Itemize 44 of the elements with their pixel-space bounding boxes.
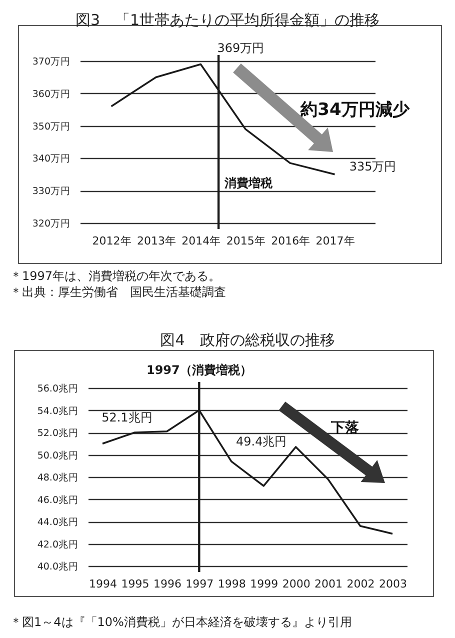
ref-line-label: 消費増税 bbox=[224, 176, 274, 190]
y-tick-label: 54.0兆円 bbox=[37, 404, 78, 417]
x-tick-label: 2014年 bbox=[182, 234, 221, 248]
annotation: 49.4兆円 bbox=[236, 434, 287, 448]
x-tick-label: 1999 bbox=[250, 578, 278, 590]
chart-title: 図3 「1世帯あたりの平均所得金額」の推移 bbox=[75, 11, 380, 30]
annotation: 335万円 bbox=[349, 159, 396, 174]
y-tick-label: 320万円 bbox=[32, 218, 70, 230]
y-tick-label: 56.0兆円 bbox=[37, 382, 78, 394]
text: ＊図1～4は『「10%消費税」が日本経済を破壊する』より引用 bbox=[10, 614, 352, 631]
chart-title: 図4 政府の総税収の推移 bbox=[160, 331, 335, 349]
x-tick-label: 1997 bbox=[186, 578, 214, 590]
y-tick-label: 40.0兆円 bbox=[37, 560, 78, 572]
x-tick-label: 2013年 bbox=[136, 234, 176, 248]
y-tick-label: 46.0兆円 bbox=[37, 494, 78, 506]
annotation: 約34万円減少 bbox=[300, 100, 410, 120]
annotation: 下落 bbox=[330, 420, 360, 436]
x-tick-label: 2003 bbox=[379, 578, 407, 590]
x-tick-label: 2015年 bbox=[226, 234, 266, 248]
x-tick-label: 1996 bbox=[153, 578, 182, 590]
x-tick-label: 2001 bbox=[314, 578, 343, 590]
y-tick-label: 42.0兆円 bbox=[37, 538, 78, 550]
x-tick-label: 1998 bbox=[218, 578, 246, 590]
y-tick-label: 350万円 bbox=[32, 121, 70, 132]
y-tick-label: 340万円 bbox=[32, 154, 70, 165]
text: ＊出典：厚生労働省 国民生活基礎調査 bbox=[10, 284, 226, 301]
ref-line-label: 1997（消費増税） bbox=[146, 363, 252, 377]
x-tick-label: 2012年 bbox=[92, 234, 132, 248]
y-tick-label: 330万円 bbox=[32, 186, 70, 198]
x-tick-label: 1994 bbox=[89, 578, 117, 590]
x-tick-label: 2000 bbox=[282, 578, 310, 590]
x-tick-label: 2002 bbox=[346, 578, 375, 590]
y-tick-label: 50.0兆円 bbox=[37, 449, 78, 462]
y-tick-label: 48.0兆円 bbox=[37, 472, 78, 484]
y-tick-label: 360万円 bbox=[32, 88, 70, 100]
x-tick-label: 2017年 bbox=[316, 234, 355, 248]
x-tick-label: 1995 bbox=[121, 578, 150, 590]
y-tick-label: 44.0兆円 bbox=[37, 516, 78, 528]
x-tick-label: 2016年 bbox=[271, 234, 310, 248]
annotation: 369万円 bbox=[217, 41, 264, 56]
y-tick-label: 52.0兆円 bbox=[37, 427, 78, 439]
text: ＊1997年は、消費増税の年次である。 bbox=[10, 268, 221, 285]
y-tick-label: 370万円 bbox=[32, 56, 70, 68]
annotation: 52.1兆円 bbox=[102, 410, 152, 424]
